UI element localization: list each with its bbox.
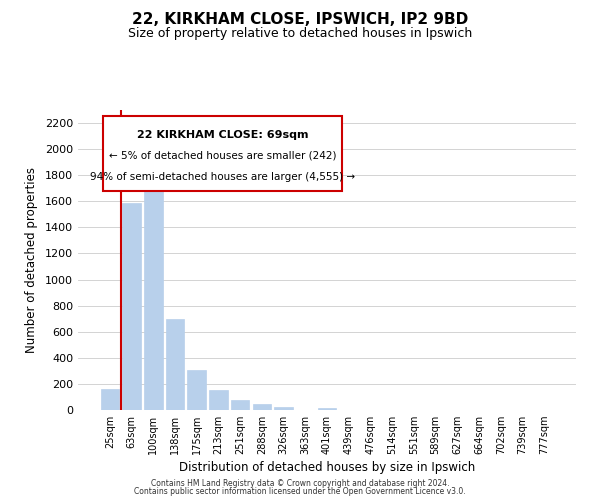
Bar [274,406,293,410]
Bar [318,408,336,410]
Text: 22, KIRKHAM CLOSE, IPSWICH, IP2 9BD: 22, KIRKHAM CLOSE, IPSWICH, IP2 9BD [132,12,468,28]
FancyBboxPatch shape [103,116,342,191]
Text: Contains HM Land Registry data © Crown copyright and database right 2024.: Contains HM Land Registry data © Crown c… [151,478,449,488]
X-axis label: Distribution of detached houses by size in Ipswich: Distribution of detached houses by size … [179,462,475,474]
Bar [122,202,141,410]
Text: ← 5% of detached houses are smaller (242): ← 5% of detached houses are smaller (242… [109,150,336,160]
Bar [253,404,271,410]
Bar [144,182,163,410]
Text: Size of property relative to detached houses in Ipswich: Size of property relative to detached ho… [128,28,472,40]
Bar [187,370,206,410]
Bar [101,389,119,410]
Text: Contains public sector information licensed under the Open Government Licence v3: Contains public sector information licen… [134,487,466,496]
Text: 94% of semi-detached houses are larger (4,555) →: 94% of semi-detached houses are larger (… [90,172,355,181]
Bar [231,400,250,410]
Text: 22 KIRKHAM CLOSE: 69sqm: 22 KIRKHAM CLOSE: 69sqm [137,130,308,140]
Bar [209,390,227,410]
Y-axis label: Number of detached properties: Number of detached properties [25,167,38,353]
Bar [166,318,184,410]
